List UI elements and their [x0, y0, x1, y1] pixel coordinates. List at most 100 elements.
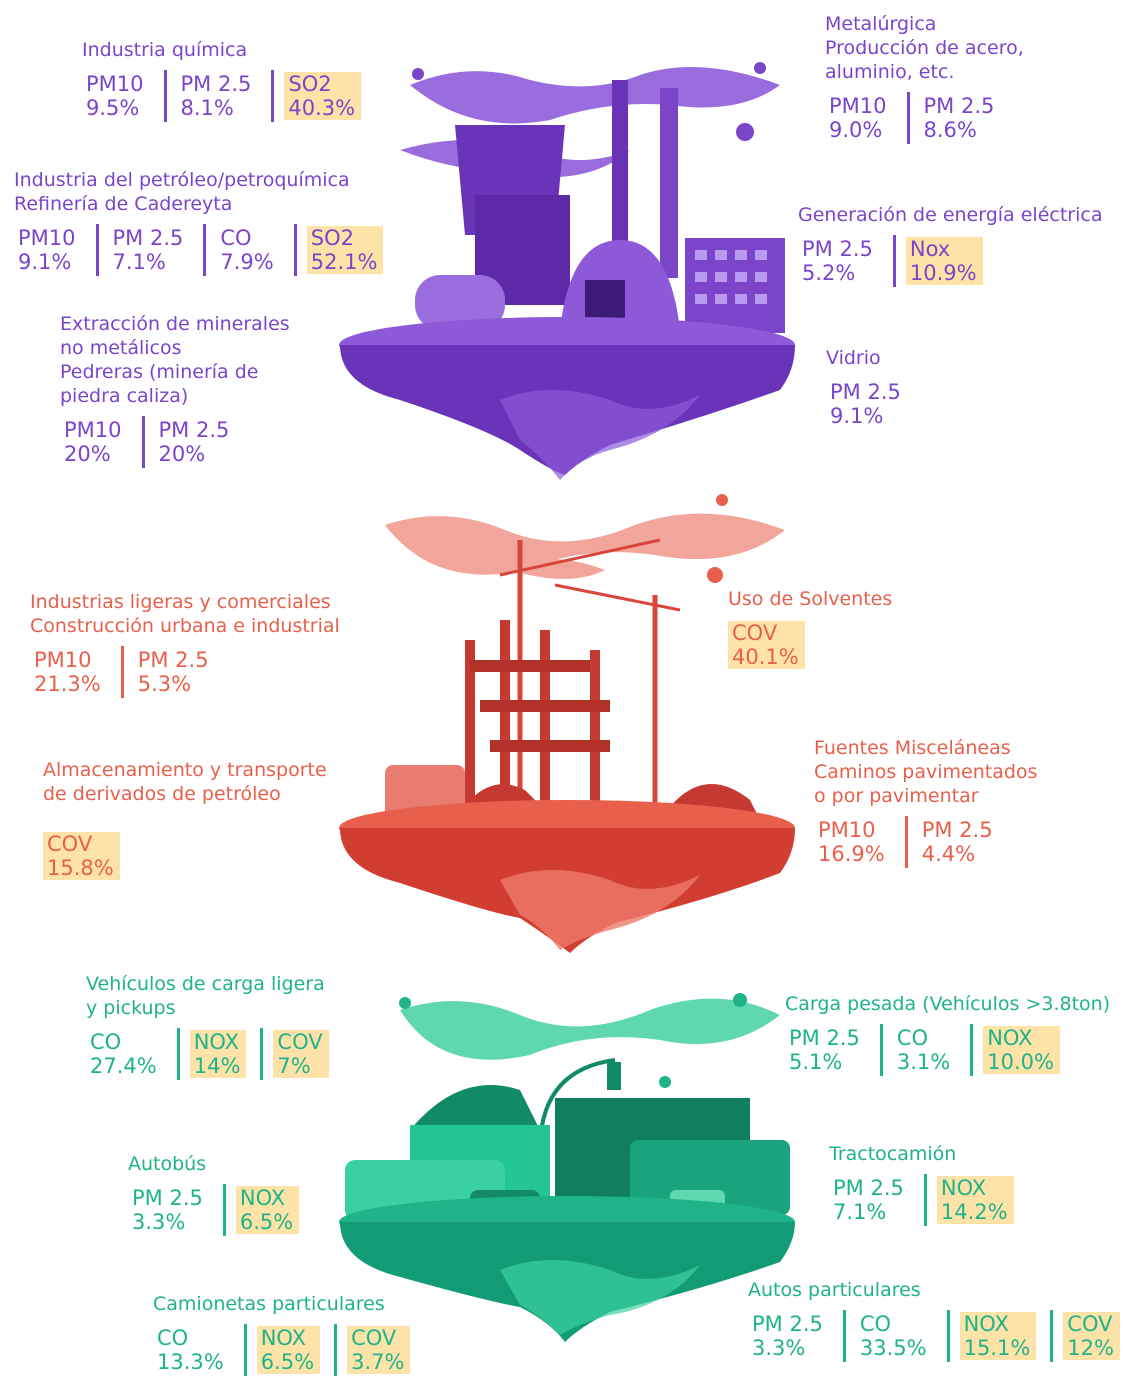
- metrics: PM 2.5 7.1% NOX 14.2%: [829, 1174, 1028, 1226]
- metric-box: PM 2.5 8.1%: [177, 72, 258, 120]
- metrics: PM 2.5 3.3% NOX 6.5%: [128, 1184, 313, 1236]
- metric-box: SO2 40.3%: [284, 72, 362, 120]
- source-block: Almacenamiento y transporte de derivados …: [43, 758, 327, 882]
- pollutant: PM 2.5: [833, 1176, 904, 1200]
- pollutant: PM 2.5: [923, 94, 995, 118]
- source-block: Generación de energía eléctrica PM 2.5 5.2…: [798, 203, 1102, 287]
- metric-box: PM 2.5 7.1%: [829, 1176, 910, 1224]
- metric: COV 15.8%: [43, 830, 128, 882]
- metric-box: COV 15.8%: [43, 832, 120, 880]
- source-title: Metalúrgica: [825, 13, 937, 35]
- pollutant: PM10: [818, 818, 876, 842]
- pollutant: PM 2.5: [921, 818, 993, 842]
- percentage: 3.1%: [896, 1050, 951, 1074]
- metric: PM10 9.0%: [825, 92, 901, 144]
- metric-box: PM 2.5 20%: [155, 418, 236, 466]
- metric: Nox 10.9%: [892, 235, 991, 287]
- pollutant: NOX: [193, 1030, 239, 1054]
- metrics: PM10 9.5% PM 2.5 8.1% SO2 40.3%: [82, 70, 375, 122]
- source-title: de derivados de petróleo: [43, 783, 281, 805]
- percentage: 5.3%: [137, 672, 192, 696]
- source-title: Autos particulares: [748, 1279, 921, 1301]
- metric-box: CO 7.9%: [216, 226, 279, 274]
- metric: NOX 14.2%: [923, 1174, 1022, 1226]
- percentage: 3.3%: [752, 1336, 806, 1360]
- metric-box: PM 2.5 5.2%: [798, 237, 879, 285]
- source-block: Autobús PM 2.5 3.3% NOX 6.5%: [128, 1152, 313, 1236]
- metric: PM 2.5 8.6%: [906, 92, 1009, 144]
- percentage: 40.3%: [288, 96, 356, 120]
- metric: NOX 14%: [176, 1028, 255, 1080]
- metrics: PM10 20% PM 2.5 20%: [60, 416, 290, 468]
- source-title: o por pavimentar: [814, 785, 979, 807]
- metric: COV 40.1%: [728, 619, 813, 671]
- percentage: 20%: [158, 442, 206, 466]
- metric: COV 7%: [260, 1028, 336, 1080]
- construction-island: [339, 494, 795, 953]
- source-title: Camionetas particulares: [153, 1293, 385, 1315]
- source-title: no metálicos: [60, 337, 182, 359]
- metric: NOX 6.5%: [243, 1324, 328, 1376]
- percentage: 9.5%: [86, 96, 140, 120]
- percentage: 27.4%: [90, 1054, 157, 1078]
- source-block: Vehículos de carga ligera y pickups CO 27.4…: [86, 972, 343, 1080]
- percentage: 9.1%: [830, 404, 884, 428]
- metric-box: PM 2.5 7.1%: [109, 226, 190, 274]
- metric: PM 2.5 5.2%: [798, 235, 887, 287]
- metric: PM 2.5 7.1%: [829, 1174, 918, 1226]
- metric-box: NOX 6.5%: [235, 1186, 300, 1234]
- metric: COV 12%: [1050, 1310, 1128, 1362]
- metric-box: CO 33.5%: [856, 1312, 933, 1360]
- metric: PM 2.5 20%: [141, 416, 244, 468]
- source-title: Caminos pavimentados: [814, 761, 1038, 783]
- percentage: 6.5%: [239, 1210, 294, 1234]
- pollutant: NOX: [239, 1186, 286, 1210]
- metric: PM10 16.9%: [814, 816, 899, 868]
- source-block: Uso de Solventes COV 40.1%: [728, 587, 892, 671]
- percentage: 16.9%: [818, 842, 885, 866]
- source-title: Construcción urbana e industrial: [30, 615, 340, 637]
- metric-box: PM 2.5 3.3%: [128, 1186, 209, 1234]
- percentage: 20%: [64, 442, 111, 466]
- metric-box: NOX 15.1%: [959, 1312, 1037, 1360]
- pollutant: SO2: [288, 72, 332, 96]
- source-title: Almacenamiento y transporte: [43, 759, 327, 781]
- source-title: Vehículos de carga ligera: [86, 973, 325, 995]
- metrics: PM10 9.0% PM 2.5 8.6%: [825, 92, 1024, 144]
- pollutant: PM 2.5: [112, 226, 184, 250]
- metric-box: PM 2.5 4.4%: [918, 818, 999, 866]
- metric-box: PM 2.5 8.6%: [920, 94, 1001, 142]
- pollutant: COV: [1067, 1312, 1113, 1336]
- metric: CO 27.4%: [86, 1028, 171, 1080]
- metric-box: SO2 52.1%: [306, 226, 384, 274]
- metric: PM 2.5 7.1%: [95, 224, 198, 276]
- source-title: y pickups: [86, 997, 176, 1019]
- pollutant: COV: [277, 1030, 323, 1054]
- metric: PM 2.5 8.1%: [163, 70, 266, 122]
- percentage: 15.1%: [963, 1336, 1031, 1360]
- pollutant: PM 2.5: [789, 1026, 860, 1050]
- metric-box: CO 27.4%: [86, 1030, 163, 1078]
- metric-box: PM10 9.5%: [82, 72, 150, 120]
- metric-box: Nox 10.9%: [905, 237, 983, 285]
- pollutant: PM 2.5: [132, 1186, 203, 1210]
- metric: COV 3.7%: [334, 1324, 418, 1376]
- percentage: 40.1%: [732, 645, 799, 669]
- percentage: 10.9%: [909, 261, 977, 285]
- pollutant: PM10: [34, 648, 92, 672]
- pollutant: CO: [220, 226, 252, 250]
- metric-box: PM10 9.0%: [825, 94, 893, 142]
- source-title: Uso de Solventes: [728, 588, 893, 610]
- industrial-island: [339, 62, 795, 480]
- metric: CO 7.9%: [203, 224, 287, 276]
- metric-box: COV 40.1%: [728, 621, 805, 669]
- pollutant: COV: [47, 832, 93, 856]
- source-title: Autobús: [128, 1153, 207, 1175]
- metric-box: PM 2.5 9.1%: [826, 380, 907, 428]
- percentage: 12%: [1067, 1336, 1114, 1360]
- source-title: Industrias ligeras y comerciales: [30, 591, 331, 613]
- metric-box: PM10 21.3%: [30, 648, 107, 696]
- metric: PM10 21.3%: [30, 646, 115, 698]
- vehicles-island: [339, 993, 795, 1342]
- source-title: Tractocamión: [829, 1143, 957, 1165]
